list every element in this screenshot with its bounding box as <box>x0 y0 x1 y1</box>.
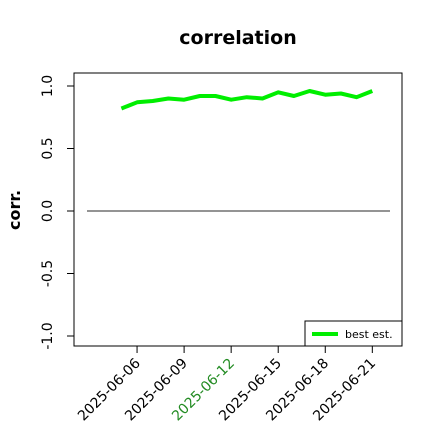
y-tick-label: -0.5 <box>40 260 56 287</box>
x-axis: 2025-06-062025-06-092025-06-122025-06-15… <box>75 345 379 424</box>
chart-title: correlation <box>179 27 296 49</box>
y-axis: -1.0 -0.5 0.0 0.5 1.0 <box>40 75 75 350</box>
y-tick-label: 1.0 <box>40 75 56 97</box>
series-line-best-est <box>120 89 374 111</box>
legend: best est. <box>304 320 403 347</box>
y-tick-label: 0.5 <box>40 137 56 159</box>
y-tick-label: -1.0 <box>40 322 56 349</box>
plot-frame <box>73 72 403 347</box>
y-tick-label: 0.0 <box>40 200 56 222</box>
series-layer <box>120 89 374 111</box>
y-axis-label: corr. <box>5 190 24 230</box>
legend-label-best-est: best est. <box>345 328 393 341</box>
